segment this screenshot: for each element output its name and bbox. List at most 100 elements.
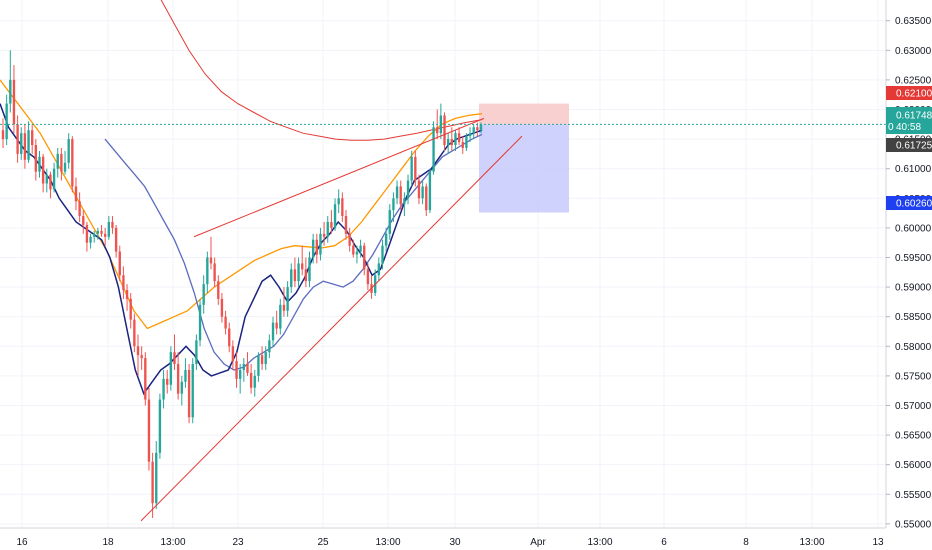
- candle-body: [74, 186, 78, 202]
- x-tick-label: 8: [743, 537, 749, 548]
- candle-body: [344, 216, 348, 234]
- price-tag-bg: [886, 86, 932, 100]
- candle-body: [395, 186, 399, 199]
- candle-body: [166, 378, 169, 385]
- candle-body: [293, 269, 297, 282]
- candle-body: [9, 79, 12, 104]
- candle-body: [206, 257, 209, 285]
- candle-body: [129, 298, 132, 320]
- candlesticks: [1, 50, 483, 518]
- x-tick-label: 13:00: [160, 537, 185, 548]
- candle-body: [326, 221, 329, 237]
- candle-body: [20, 133, 23, 154]
- candle-body: [461, 142, 464, 148]
- x-tick-label: Apr: [530, 537, 546, 548]
- candle-body: [333, 204, 337, 228]
- candle-body: [436, 127, 439, 134]
- candle-body: [5, 103, 8, 140]
- plot-background: [0, 0, 886, 528]
- grid-lines: [0, 0, 886, 528]
- candle-body: [41, 156, 45, 184]
- candle-body: [213, 263, 216, 282]
- candle-body: [217, 281, 220, 299]
- candle-body: [122, 275, 125, 291]
- x-tick-label: 25: [317, 537, 329, 548]
- candle-body: [304, 269, 308, 282]
- candle-body: [348, 233, 351, 246]
- candle-body: [414, 156, 417, 181]
- x-tick-label: 18: [102, 537, 114, 548]
- candle-body: [144, 358, 147, 400]
- candle-body: [315, 239, 318, 255]
- position-zones: [479, 103, 569, 213]
- candle-body: [209, 257, 213, 264]
- wedge-trendlines: [140, 117, 523, 522]
- wedge-upper-line[interactable]: [193, 117, 485, 238]
- y-tick-label: 0.60000: [895, 223, 932, 234]
- candle-body: [301, 263, 304, 270]
- candle-body: [428, 171, 432, 211]
- candle-body: [443, 115, 446, 146]
- candle-body: [388, 210, 391, 234]
- candle-body: [56, 153, 59, 169]
- price-tag-label: 0.60260: [896, 199, 932, 210]
- candle-body: [1, 130, 5, 140]
- candle-body: [187, 369, 191, 418]
- candle-body: [235, 361, 238, 379]
- candle-body: [249, 372, 253, 388]
- candle-body: [352, 245, 355, 255]
- stop-zone[interactable]: [479, 103, 569, 125]
- candle-body: [432, 127, 435, 172]
- price-tag: 0.61725: [886, 138, 932, 152]
- y-tick-label: 0.57000: [895, 401, 932, 412]
- y-tick-label: 0.56000: [895, 460, 932, 471]
- candle-body: [114, 227, 118, 252]
- candle-body: [147, 399, 151, 462]
- candle-body: [228, 328, 231, 347]
- candle-body: [136, 346, 140, 356]
- y-tick-label: 0.63500: [895, 16, 932, 27]
- candle-body: [180, 381, 183, 394]
- candle-body: [257, 355, 260, 376]
- price-tag-bg: [886, 138, 932, 152]
- x-tick-label: 13:00: [799, 537, 824, 548]
- candle-body: [457, 133, 461, 143]
- candle-body: [366, 269, 370, 285]
- candle-body: [63, 162, 67, 172]
- target-zone[interactable]: [479, 124, 569, 213]
- candle-body: [60, 153, 63, 172]
- candle-body: [410, 156, 413, 181]
- candle-body: [330, 221, 333, 228]
- candle-body: [184, 369, 187, 382]
- candle-body: [78, 201, 81, 217]
- ma-fast-line: [0, 103, 483, 396]
- candle-body: [162, 378, 165, 400]
- candle-body: [421, 186, 424, 199]
- candle-body: [425, 186, 428, 211]
- candle-body: [308, 257, 311, 282]
- candle-body: [155, 452, 158, 504]
- candle-body: [268, 340, 271, 353]
- candle-body: [82, 216, 85, 225]
- candle-body: [16, 124, 19, 154]
- candle-body: [125, 290, 129, 299]
- wedge-lower-line[interactable]: [140, 135, 523, 522]
- candle-body: [100, 230, 103, 234]
- x-tick-label: 23: [232, 537, 244, 548]
- candle-body: [45, 174, 48, 184]
- candle-body: [450, 139, 453, 146]
- price-tag-countdown: 40:58: [896, 122, 921, 133]
- price-tag: 0.60260: [886, 196, 932, 210]
- candle-body: [89, 236, 92, 243]
- y-tick-label: 0.61000: [895, 164, 932, 175]
- candle-body: [454, 133, 457, 146]
- candle-body: [49, 174, 52, 190]
- price-tag-label: 0.61725: [896, 141, 932, 152]
- price-tag: 0.62100: [886, 86, 932, 100]
- candle-body: [468, 133, 472, 137]
- y-tick-label: 0.58500: [895, 312, 932, 323]
- candle-body: [446, 139, 450, 146]
- candle-body: [67, 139, 70, 163]
